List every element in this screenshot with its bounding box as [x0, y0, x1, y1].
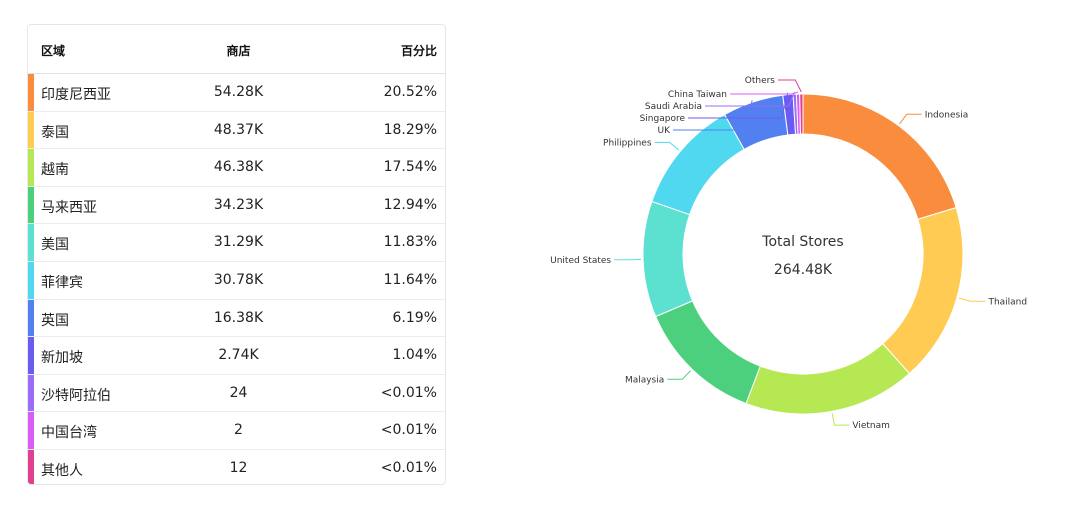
- slice-thailand[interactable]: [882, 207, 964, 375]
- header-percent[interactable]: 百分比: [400, 44, 437, 58]
- cell-percent: 12.94%: [383, 196, 437, 213]
- color-indicator: [28, 299, 34, 337]
- leader-line: [667, 370, 691, 380]
- color-indicator: [28, 111, 34, 149]
- leader-line: [958, 297, 986, 302]
- table-row[interactable]: 菲律宾 30.78K 11.64%: [28, 261, 445, 300]
- leader-line: [654, 141, 680, 151]
- slice-label: Singapore: [640, 114, 686, 124]
- cell-stores: 46.38K: [213, 159, 264, 176]
- cell-percent: 18.29%: [383, 121, 437, 138]
- color-indicator: [28, 74, 34, 111]
- cell-region: 新加坡: [41, 350, 83, 367]
- cell-percent: 6.19%: [392, 309, 437, 326]
- cell-stores: 24: [229, 384, 248, 401]
- slice-label: Indonesia: [925, 110, 969, 120]
- slice-label: Vietnam: [852, 421, 890, 431]
- table-header: 区域 商店 百分比: [28, 25, 445, 74]
- cell-region: 沙特阿拉伯: [41, 387, 111, 404]
- table-row[interactable]: 中国台湾 2 <0.01%: [28, 412, 445, 450]
- table-row[interactable]: 马来西亚 34.23K 12.94%: [28, 186, 445, 225]
- cell-region: 英国: [41, 312, 69, 329]
- cell-stores: 30.78K: [213, 271, 264, 288]
- table-row[interactable]: 其他人 12 <0.01%: [28, 449, 445, 484]
- table-row[interactable]: 美国 31.29K 11.83%: [28, 224, 445, 262]
- leader-line: [673, 100, 753, 131]
- slice-label: Malaysia: [625, 375, 664, 385]
- cell-stores: 2: [234, 422, 243, 439]
- slice-label: China Taiwan: [668, 90, 727, 100]
- donut-chart: Indonesia Thailand Vietnam Malaysia United S…: [550, 76, 1027, 431]
- leader-line: [705, 92, 796, 107]
- cell-percent: 1.04%: [392, 347, 437, 364]
- slice-label: Saudi Arabia: [645, 102, 702, 112]
- cell-percent: 11.64%: [383, 271, 437, 288]
- table-row[interactable]: 新加坡 2.74K 1.04%: [28, 337, 445, 375]
- slice-united-states[interactable]: [642, 200, 694, 318]
- cell-region: 中国台湾: [41, 425, 97, 442]
- table-row[interactable]: 沙特阿拉伯 24 <0.01%: [28, 374, 445, 413]
- cell-stores: 16.38K: [213, 309, 264, 326]
- cell-stores: 54.28K: [213, 84, 264, 100]
- slice-label: United States: [550, 256, 611, 266]
- leader-line: [688, 92, 789, 119]
- color-indicator: [28, 224, 34, 261]
- cell-percent: <0.01%: [380, 384, 437, 401]
- cell-region: 越南: [41, 162, 69, 179]
- table-row[interactable]: 英国 16.38K 6.19%: [28, 299, 445, 338]
- slice-label: UK: [658, 126, 672, 136]
- leader-line: [730, 91, 799, 95]
- leader-line: [899, 113, 922, 125]
- slice-vietnam[interactable]: [745, 342, 911, 415]
- cell-region: 菲律宾: [41, 274, 83, 291]
- color-indicator: [28, 149, 34, 186]
- cell-region: 美国: [41, 237, 69, 254]
- slice-malaysia[interactable]: [655, 300, 761, 405]
- cell-region: 其他人: [41, 462, 83, 479]
- color-indicator: [28, 412, 34, 449]
- slice-label: Philippines: [603, 138, 652, 148]
- color-indicator: [28, 449, 34, 484]
- slice-label: Thailand: [987, 297, 1027, 307]
- cell-percent: <0.01%: [380, 459, 437, 476]
- header-region[interactable]: 区域: [41, 44, 66, 58]
- cell-stores: 34.23K: [213, 196, 264, 213]
- cell-stores: 2.74K: [218, 347, 259, 364]
- table-row[interactable]: 印度尼西亚 54.28K 20.52%: [28, 74, 445, 112]
- donut-chart-container: Indonesia Thailand Vietnam Malaysia United S…: [520, 40, 1060, 480]
- leader-line: [778, 79, 802, 93]
- header-stores[interactable]: 商店: [226, 44, 251, 58]
- cell-stores: 12: [229, 459, 248, 476]
- center-value: 264.48K: [774, 262, 833, 278]
- cell-percent: 17.54%: [383, 159, 437, 176]
- cell-region: 印度尼西亚: [41, 87, 111, 103]
- table-row[interactable]: 越南 46.38K 17.54%: [28, 149, 445, 187]
- table-body: 印度尼西亚 54.28K 20.52% 泰国 48.37K 18.29% 越南 46.38K 1…: [28, 74, 445, 484]
- color-indicator: [28, 374, 34, 412]
- cell-stores: 31.29K: [213, 234, 264, 251]
- color-indicator: [28, 261, 34, 299]
- cell-region: 泰国: [41, 124, 69, 141]
- table-row[interactable]: 泰国 48.37K 18.29%: [28, 111, 445, 150]
- slice-label: Others: [745, 76, 776, 86]
- center-title: Total Stores: [761, 234, 843, 250]
- cell-percent: 11.83%: [383, 234, 437, 251]
- slice-others[interactable]: [799, 93, 804, 135]
- color-indicator: [28, 186, 34, 224]
- cell-stores: 48.37K: [213, 121, 264, 138]
- region-table: 区域 商店 百分比 印度尼西亚 54.28K 20.52% 泰国 48.37K 18.29…: [27, 24, 446, 485]
- color-indicator: [28, 337, 34, 374]
- leader-line: [831, 413, 850, 426]
- cell-percent: <0.01%: [380, 422, 437, 439]
- cell-percent: 20.52%: [383, 84, 437, 100]
- cell-region: 马来西亚: [41, 199, 97, 216]
